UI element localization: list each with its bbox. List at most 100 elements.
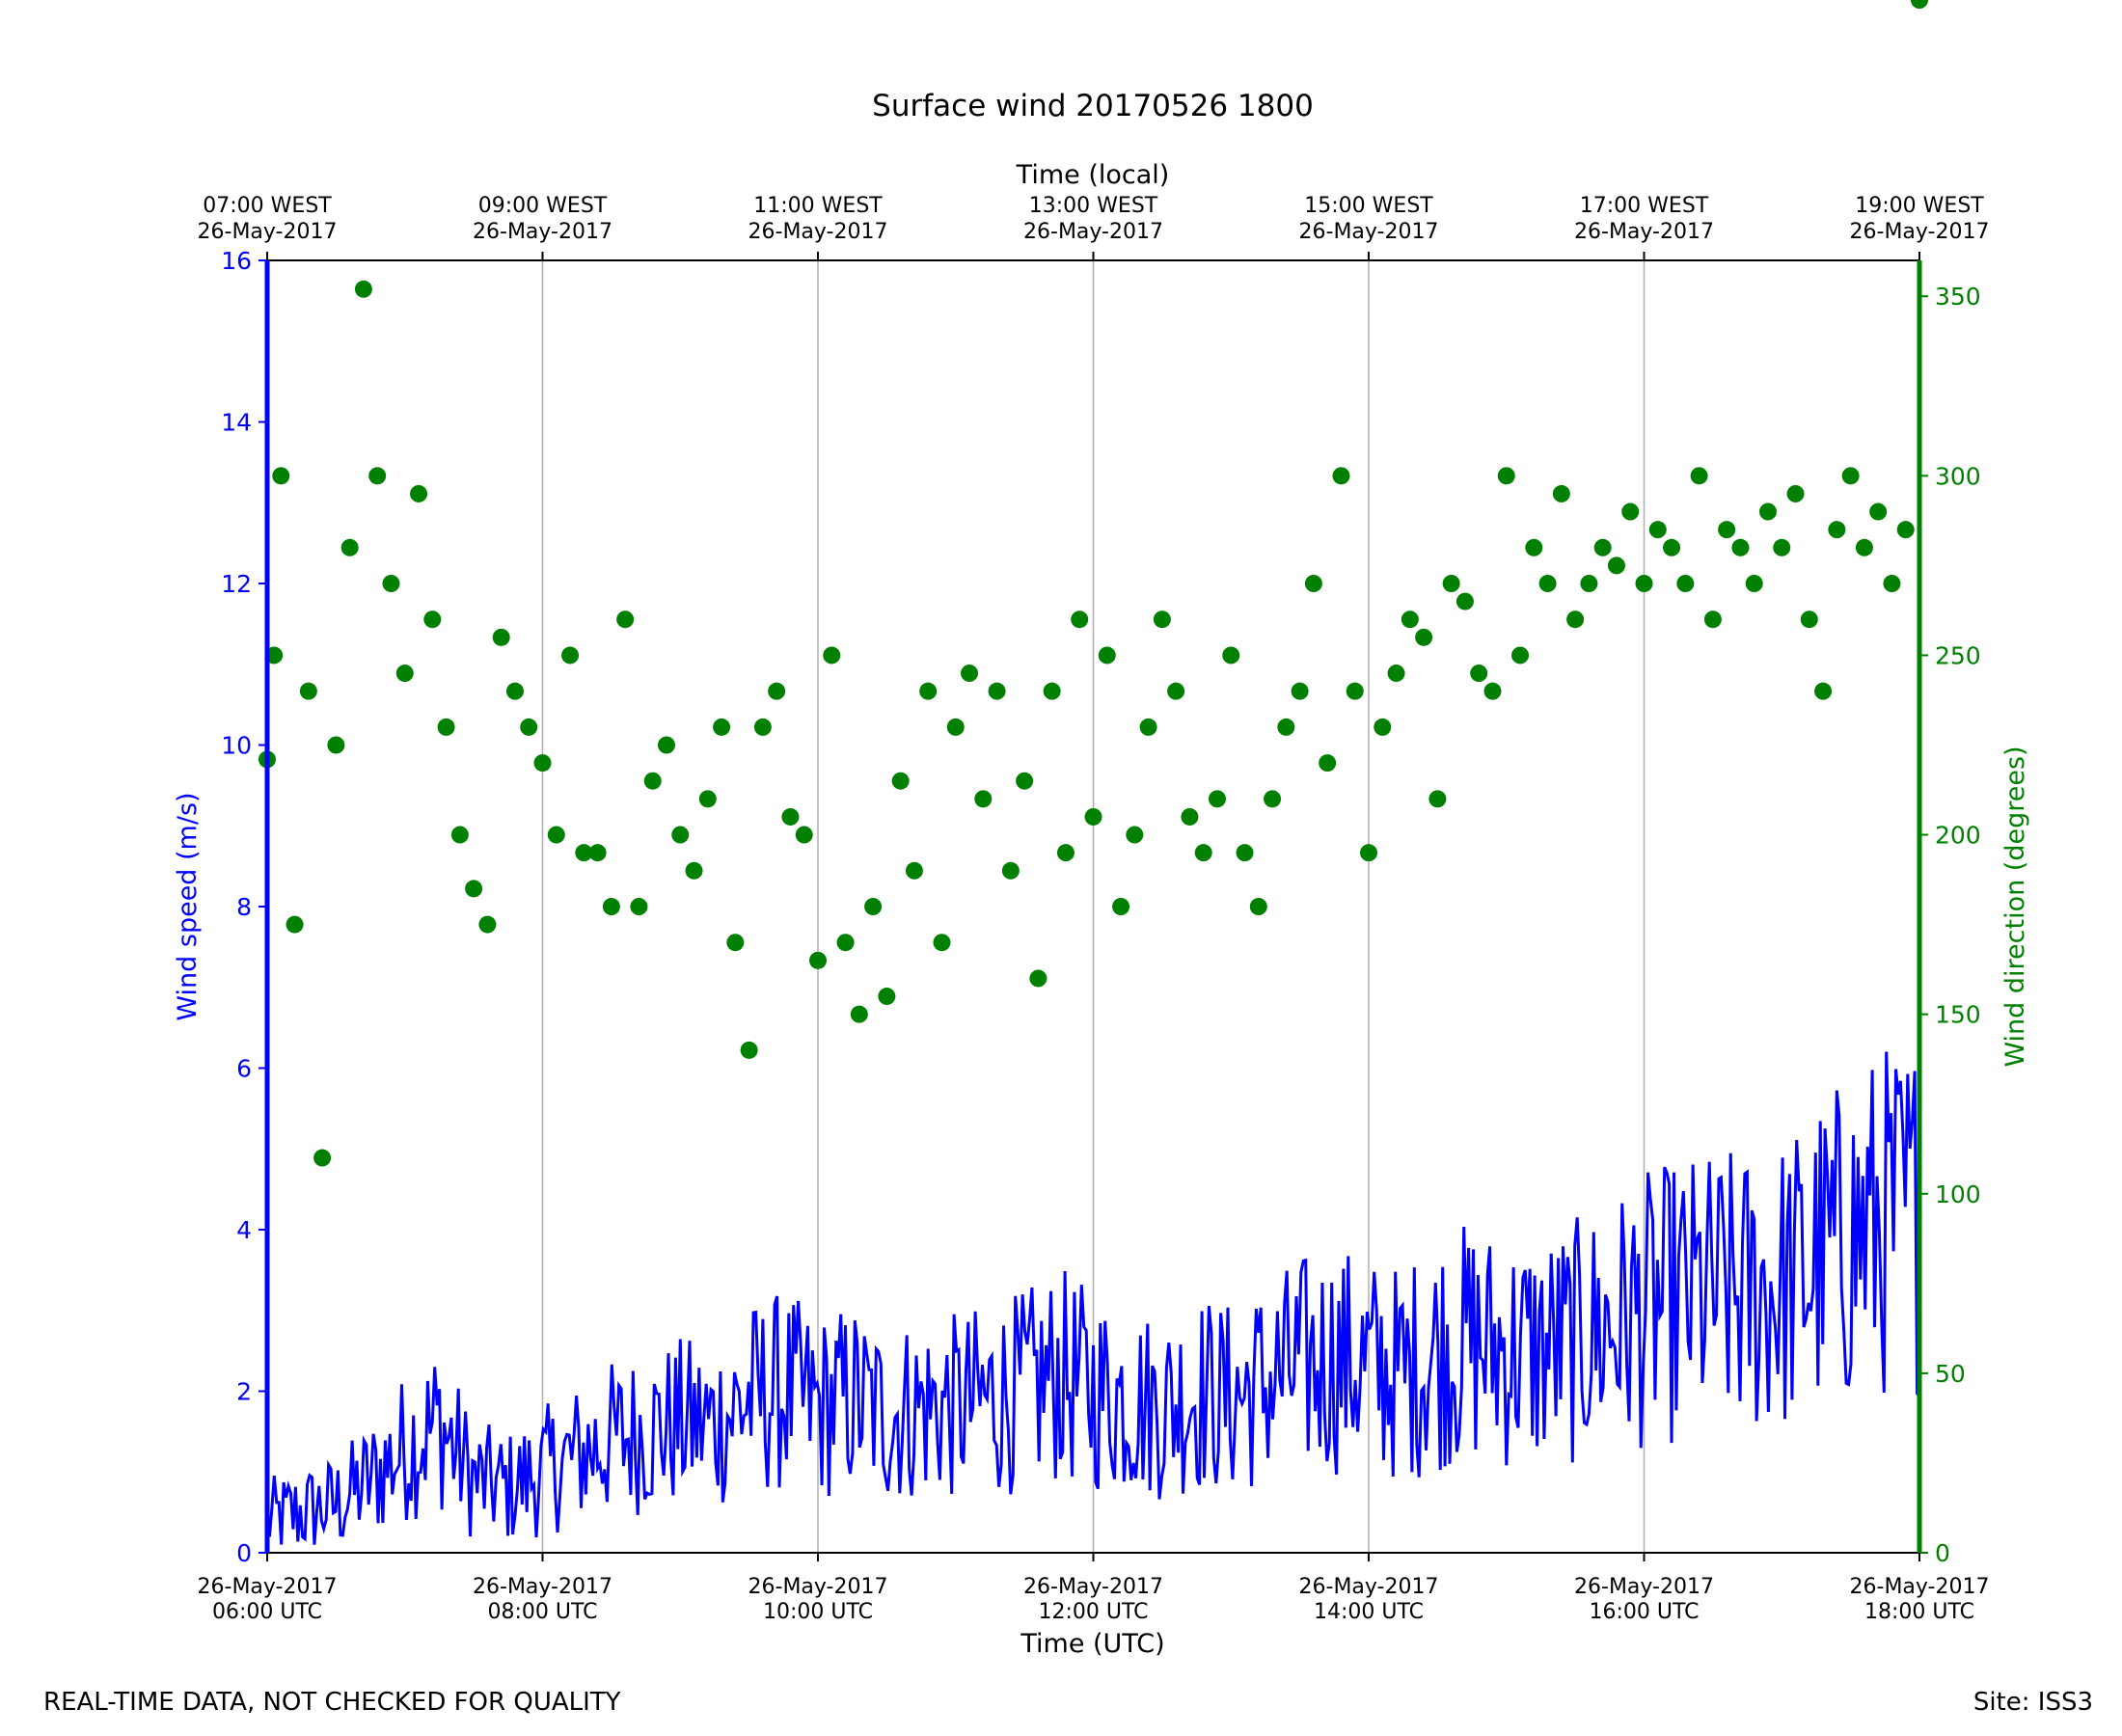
- axes: [258, 252, 1928, 1561]
- wind-direction-point: [1126, 826, 1144, 844]
- y-left-tick-label: 10: [221, 732, 252, 760]
- x-top-tick-label: 11:00 WEST: [753, 194, 883, 218]
- wind-direction-point: [1194, 844, 1212, 862]
- wind-direction-point: [1153, 610, 1171, 629]
- wind-direction-point: [1855, 538, 1873, 556]
- wind-direction-point: [1635, 575, 1653, 592]
- wind-direction-point: [299, 682, 317, 700]
- wind-direction-point: [1483, 682, 1502, 700]
- x-top-tick-label: 15:00 WEST: [1304, 194, 1433, 218]
- wind-direction-point: [643, 772, 662, 790]
- wind-direction-point: [740, 1041, 758, 1059]
- x-bottom-tick-label: 10:00 UTC: [763, 1600, 873, 1624]
- wind-direction-point: [1538, 575, 1557, 592]
- wind-direction-point: [1455, 592, 1474, 610]
- wind-direction-point: [410, 484, 428, 502]
- x-top-tick-label: 09:00 WEST: [478, 194, 608, 218]
- wind-direction-point: [753, 718, 772, 736]
- wind-direction-point: [1071, 610, 1089, 629]
- wind-direction-point: [795, 826, 813, 844]
- y-axis-left-label: Wind speed (m/s): [173, 792, 203, 1020]
- wind-direction-point: [961, 665, 979, 683]
- grid-lines: [541, 260, 1646, 1553]
- wind-direction-point: [465, 880, 483, 898]
- wind-direction-point: [1773, 538, 1791, 556]
- y-right-tick-label: 300: [1935, 462, 1981, 490]
- x-top-tick-label: 26-May-2017: [198, 220, 338, 244]
- wind-direction-point: [1525, 538, 1543, 556]
- x-top-tick-label: 26-May-2017: [1023, 220, 1163, 244]
- wind-speed-series: [265, 1051, 1921, 1545]
- wind-direction-point: [1084, 807, 1102, 826]
- wind-direction-point: [836, 934, 855, 952]
- wind-direction-point: [1911, 0, 1928, 9]
- wind-direction-point: [1828, 521, 1846, 539]
- wind-direction-point: [1112, 898, 1130, 915]
- y-right-tick-label: 0: [1935, 1539, 1950, 1567]
- wind-direction-point: [1332, 467, 1350, 485]
- x-bottom-tick-label: 18:00 UTC: [1864, 1600, 1974, 1624]
- wind-direction-point: [1264, 790, 1282, 808]
- wind-direction-point: [630, 898, 648, 915]
- x-axis-top-label: Time (local): [1016, 160, 1170, 190]
- wind-direction-point: [657, 736, 675, 754]
- wind-direction-point: [1249, 898, 1267, 915]
- y-right-tick-label: 150: [1935, 1001, 1981, 1029]
- wind-direction-point: [946, 718, 965, 736]
- x-bottom-tick-label: 08:00 UTC: [487, 1600, 597, 1624]
- wind-direction-point: [1896, 521, 1915, 539]
- y-right-tick-label: 250: [1935, 641, 1981, 669]
- wind-direction-point: [1277, 718, 1295, 736]
- wind-direction-point: [685, 861, 703, 880]
- wind-direction-point: [272, 467, 290, 485]
- tick-labels: 0 2 4 6 8 10 12 14 16 0 50 100 150 200 250 300 350 26-May…: [198, 194, 1990, 1624]
- x-bottom-tick-label: 06:00 UTC: [212, 1600, 322, 1624]
- wind-direction-point: [450, 826, 469, 844]
- wind-direction-point: [1758, 502, 1777, 521]
- wind-direction-point: [616, 610, 635, 629]
- wind-direction-point: [1786, 484, 1805, 502]
- wind-direction-point: [602, 898, 620, 915]
- wind-direction-point: [1208, 790, 1226, 808]
- wind-direction-point: [1745, 575, 1763, 592]
- wind-direction-point: [713, 718, 731, 736]
- wind-direction-point: [823, 646, 841, 665]
- x-top-tick-label: 07:00 WEST: [203, 194, 332, 218]
- x-axis-label: Time (UTC): [1020, 1629, 1164, 1659]
- x-top-tick-label: 26-May-2017: [748, 220, 888, 244]
- wind-direction-point: [878, 988, 896, 1006]
- wind-direction-point: [1387, 665, 1405, 683]
- wind-direction-point: [1360, 844, 1377, 862]
- wind-direction-point: [671, 826, 690, 844]
- wind-direction-point: [768, 682, 786, 700]
- chart-title: Surface wind 20170526 1800: [872, 89, 1314, 123]
- wind-direction-point: [864, 898, 883, 915]
- wind-direction-point: [1001, 861, 1020, 880]
- x-top-tick-label: 26-May-2017: [1299, 220, 1439, 244]
- wind-direction-point: [1428, 790, 1447, 808]
- wind-direction-point: [588, 844, 607, 862]
- x-bottom-tick-label: 16:00 UTC: [1589, 1600, 1699, 1624]
- wind-direction-point: [478, 915, 497, 934]
- wind-direction-point: [575, 844, 593, 862]
- x-bottom-tick-label: 26-May-2017: [198, 1575, 338, 1599]
- wind-direction-point: [905, 861, 923, 880]
- wind-direction-point: [1016, 772, 1034, 790]
- wind-direction-point: [1814, 682, 1833, 700]
- wind-direction-point: [1690, 467, 1708, 485]
- wind-direction-point: [698, 790, 717, 808]
- y-left-tick-label: 12: [221, 570, 252, 598]
- wind-direction-point: [1648, 521, 1667, 539]
- x-bottom-tick-label: 26-May-2017: [748, 1575, 888, 1599]
- wind-direction-point: [1663, 538, 1681, 556]
- quality-disclaimer: REAL-TIME DATA, NOT CHECKED FOR QUALITY: [43, 1688, 621, 1717]
- wind-direction-point: [437, 718, 455, 736]
- wind-direction-point: [726, 934, 745, 952]
- wind-direction-point: [423, 610, 442, 629]
- wind-direction-point: [1043, 682, 1061, 700]
- wind-direction-point: [1580, 575, 1598, 592]
- x-bottom-tick-label: 26-May-2017: [1574, 1575, 1714, 1599]
- wind-direction-point: [368, 467, 387, 485]
- x-bottom-tick-label: 14:00 UTC: [1314, 1600, 1424, 1624]
